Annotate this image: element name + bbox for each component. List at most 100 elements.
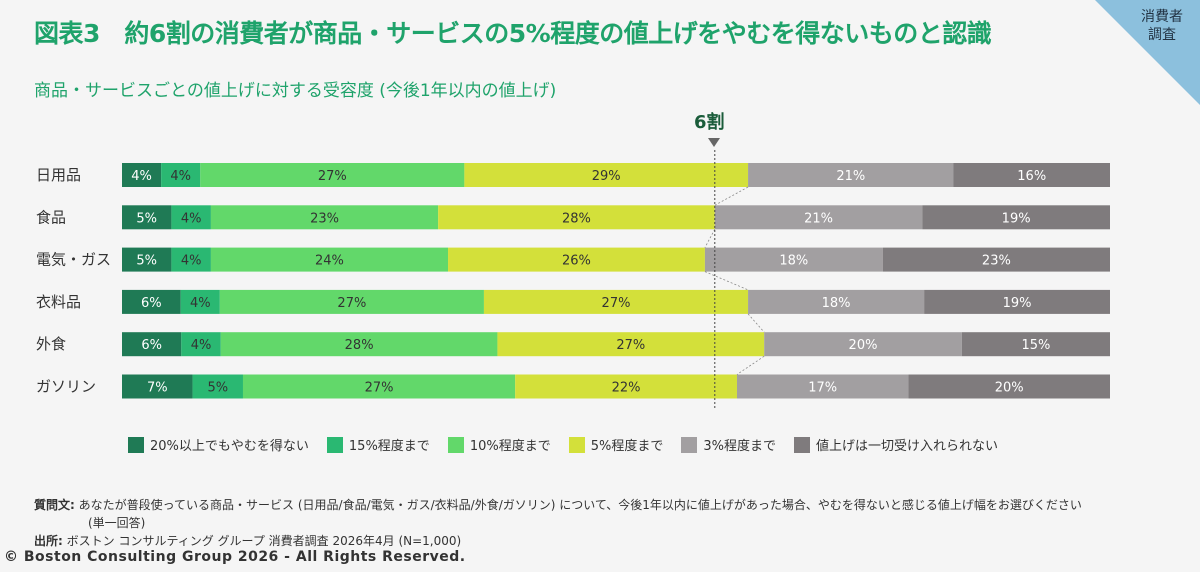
segment-value-label: 6%	[141, 296, 162, 311]
legend-item: 3%程度まで	[681, 435, 776, 454]
segment-value-label: 27%	[337, 296, 366, 311]
bar-segment	[171, 247, 211, 272]
bar-segment	[122, 247, 172, 272]
source-note: 出所: ボストン コンサルティング グループ 消費者調査 2026年4月 (N=…	[34, 532, 461, 549]
bar-segment	[961, 332, 1110, 357]
bar-segment	[908, 374, 1110, 399]
bar-segment	[122, 205, 172, 230]
segment-value-label: 28%	[562, 211, 591, 226]
legend-label: 10%程度まで	[469, 439, 551, 454]
segment-value-label: 7%	[147, 381, 168, 396]
chart-legend: 20%以上でもやむを得ない 15%程度まで 10%程度まで 5%程度まで 3%程度まで 値…	[128, 435, 998, 454]
legend-swatch	[681, 436, 698, 453]
bar-segment	[483, 289, 749, 314]
segment-value-label: 4%	[181, 254, 202, 269]
source-label: 出所:	[34, 534, 63, 548]
bar-segment	[171, 205, 211, 230]
bar-segment	[122, 289, 181, 314]
bar-segment	[161, 163, 201, 187]
legend-swatch	[793, 436, 810, 453]
legend-label: 20%以上でもやむを得ない	[150, 439, 309, 454]
bar-segment	[736, 374, 909, 399]
bar-segment	[210, 205, 439, 230]
source-text: ボストン コンサルティング グループ 消費者調査 2026年4月 (N=1,00…	[66, 534, 462, 548]
segment-value-label: 24%	[315, 254, 344, 269]
segment-value-label: 20%	[849, 338, 878, 353]
bar-segment	[464, 163, 749, 187]
legend-item: 値上げは一切受け入れられない	[793, 435, 998, 454]
segment-value-label: 4%	[131, 169, 152, 184]
segment-value-label: 21%	[804, 211, 833, 226]
bar-segment	[924, 289, 1110, 314]
legend-swatch	[568, 436, 585, 453]
bar-segment	[180, 289, 220, 314]
question-text: あなたが普段使っている商品・サービス (日用品/食品/電気・ガス/衣料品/外食/…	[78, 498, 1082, 512]
segment-value-label: 4%	[170, 169, 191, 184]
segment-value-label: 16%	[1017, 169, 1046, 184]
legend-label: 5%程度まで	[590, 439, 664, 454]
category-label: 日用品	[36, 166, 81, 184]
segment-value-label: 4%	[181, 211, 202, 226]
question-label: 質問文:	[34, 498, 75, 512]
boundary-connector	[747, 313, 765, 333]
segment-value-label: 26%	[562, 254, 591, 269]
segment-value-label: 23%	[310, 211, 339, 226]
corner-ribbon	[1095, 0, 1200, 105]
segment-value-label: 5%	[136, 211, 157, 226]
segment-value-label: 15%	[1021, 338, 1050, 353]
segment-value-label: 27%	[365, 381, 394, 396]
legend-swatch	[128, 436, 144, 453]
segment-value-label: 22%	[612, 381, 641, 396]
legend-label: 値上げは一切受け入れられない	[815, 439, 998, 454]
boundary-connector	[704, 229, 716, 248]
bar-segment	[714, 205, 923, 230]
badge-line2: 調査	[1148, 27, 1176, 43]
segment-value-label: 23%	[982, 254, 1011, 269]
bar-segment	[748, 289, 925, 314]
segment-value-label: 27%	[318, 169, 347, 184]
segment-value-label: 28%	[345, 338, 374, 353]
bar-segment	[448, 247, 705, 272]
legend-item: 10%程度まで	[447, 435, 551, 454]
segment-value-label: 27%	[602, 296, 631, 311]
bar-segment	[220, 332, 498, 357]
segment-value-label: 6%	[141, 338, 162, 353]
bar-segment	[922, 205, 1110, 230]
segment-value-label: 18%	[822, 296, 851, 311]
bar-segment	[122, 163, 162, 187]
bar-segment	[122, 332, 182, 357]
legend-swatch	[447, 436, 464, 453]
legend-label: 3%程度まで	[703, 439, 776, 454]
legend-item: 15%程度まで	[326, 435, 430, 454]
bar-segment	[192, 374, 243, 399]
segment-value-label: 4%	[190, 296, 211, 311]
bar-segment	[515, 374, 737, 399]
legend-item: 20%以上でもやむを得ない	[128, 435, 309, 454]
segment-value-label: 4%	[191, 338, 212, 353]
category-label: ガソリン	[36, 378, 96, 396]
segment-value-label: 19%	[1002, 211, 1031, 226]
segment-value-label: 5%	[136, 254, 157, 269]
category-label: 外食	[36, 335, 66, 353]
segment-value-label: 18%	[779, 254, 808, 269]
bar-segment	[497, 332, 765, 357]
bar-segment	[438, 205, 715, 230]
bar-segment	[704, 247, 883, 272]
bar-segment	[242, 374, 516, 399]
copyright: © Boston Consulting Group 2026 - All Rig…	[4, 549, 466, 565]
bar-segment	[181, 332, 221, 357]
bar-segment	[953, 163, 1110, 187]
category-label: 電気・ガス	[36, 251, 111, 269]
boundary-connector	[704, 271, 749, 291]
segment-value-label: 5%	[207, 381, 228, 396]
legend-swatch	[326, 436, 343, 453]
badge-line1: 消費者	[1141, 9, 1183, 25]
category-label: 食品	[36, 208, 66, 226]
question-note: 質問文: あなたが普段使っている商品・サービス (日用品/食品/電気・ガス/衣料…	[34, 496, 1082, 513]
bar-segment	[748, 163, 954, 187]
bar-segment	[122, 374, 193, 399]
segment-value-label: 20%	[995, 381, 1024, 396]
legend-label: 15%程度まで	[348, 439, 430, 454]
bar-segment	[764, 332, 962, 357]
segment-value-label: 27%	[616, 338, 645, 353]
